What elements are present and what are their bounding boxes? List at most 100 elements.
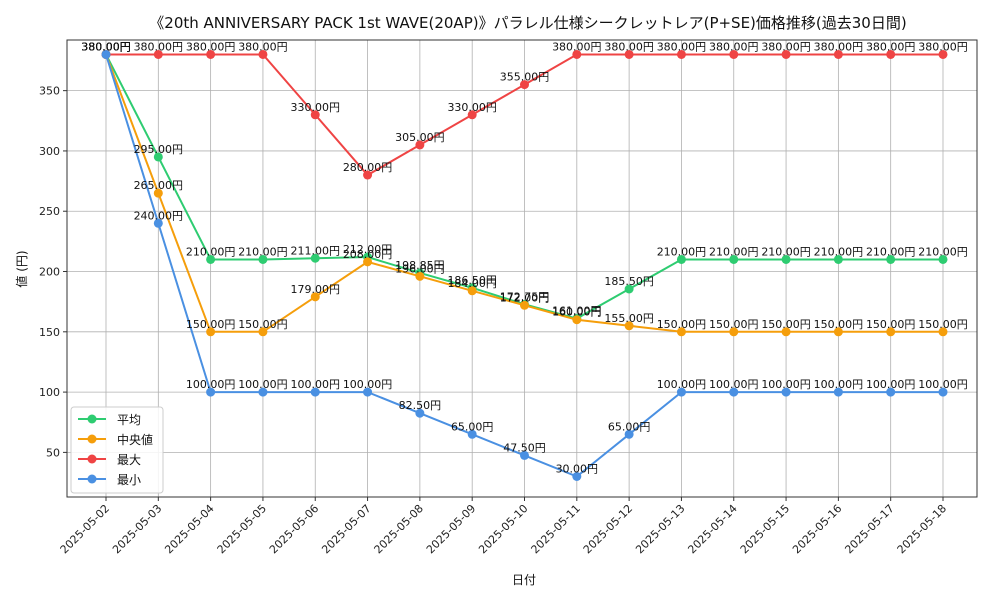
data-point — [938, 49, 948, 59]
data-point — [624, 284, 634, 294]
y-tick-label: 50 — [46, 446, 60, 459]
x-tick-label: 2025-05-16 — [790, 502, 844, 556]
data-point — [258, 387, 268, 397]
data-label: 380.00円 — [761, 40, 811, 53]
data-point — [258, 254, 268, 264]
data-label: 380.00円 — [866, 40, 916, 53]
data-label: 100.00円 — [343, 378, 393, 391]
data-point — [363, 387, 373, 397]
data-label: 172.75円 — [500, 290, 550, 303]
legend-label: 最大 — [117, 453, 141, 467]
data-label: 210.00円 — [866, 245, 916, 258]
legend-marker — [87, 474, 97, 484]
data-label: 160.00円 — [552, 306, 602, 319]
data-point — [206, 254, 216, 264]
data-point — [363, 257, 373, 267]
data-point — [363, 170, 373, 180]
grid-layer — [67, 40, 977, 497]
data-point — [258, 49, 268, 59]
legend-label: 平均 — [117, 413, 141, 427]
data-point — [310, 292, 320, 302]
data-label: 210.00円 — [761, 245, 811, 258]
data-point — [153, 218, 163, 228]
data-point — [676, 49, 686, 59]
x-tick-label: 2025-05-15 — [738, 502, 792, 556]
data-label: 100.00円 — [238, 378, 288, 391]
data-label: 212.00円 — [343, 243, 393, 256]
data-label: 186.50円 — [447, 274, 497, 287]
data-point — [624, 321, 634, 331]
data-point — [886, 327, 896, 337]
data-label: 210.00円 — [814, 245, 864, 258]
data-point — [467, 286, 477, 296]
data-label: 100.00円 — [709, 378, 759, 391]
data-point — [676, 254, 686, 264]
data-label: 380.00円 — [552, 40, 602, 53]
y-tick-label: 200 — [39, 266, 60, 279]
data-point — [729, 49, 739, 59]
data-label: 100.00円 — [814, 378, 864, 391]
data-label: 380.00円 — [814, 40, 864, 53]
data-point — [310, 387, 320, 397]
data-label: 380.00円 — [81, 40, 131, 53]
y-tick-label: 150 — [39, 326, 60, 339]
y-tick-label: 300 — [39, 145, 60, 158]
data-label: 100.00円 — [291, 378, 341, 391]
data-label: 65.00円 — [608, 420, 651, 433]
data-label: 265.00円 — [134, 179, 184, 192]
data-label: 295.00円 — [134, 143, 184, 156]
data-label: 210.00円 — [186, 245, 236, 258]
data-point — [258, 327, 268, 337]
data-label: 240.00円 — [134, 209, 184, 222]
data-point — [467, 429, 477, 439]
x-tick-label: 2025-05-06 — [267, 502, 321, 556]
data-label: 30.00円 — [556, 463, 599, 476]
data-label: 65.00円 — [451, 420, 494, 433]
data-point — [415, 408, 425, 418]
data-label: 210.00円 — [709, 245, 759, 258]
data-label: 380.00円 — [238, 40, 288, 53]
data-label: 161.00円 — [552, 305, 602, 318]
y-tick-label: 100 — [39, 386, 60, 399]
data-label: 380.00円 — [918, 40, 968, 53]
data-label: 150.00円 — [186, 318, 236, 331]
data-label: 155.00円 — [604, 312, 654, 325]
data-point — [729, 254, 739, 264]
data-point — [886, 254, 896, 264]
data-label: 211.00円 — [291, 244, 341, 257]
data-label: 280.00円 — [343, 161, 393, 174]
data-point — [624, 49, 634, 59]
data-point — [572, 49, 582, 59]
data-label: 196.00円 — [395, 262, 445, 275]
data-label: 179.00円 — [291, 283, 341, 296]
x-tick-label: 2025-05-14 — [685, 502, 739, 556]
y-tick-label: 250 — [39, 205, 60, 218]
data-point — [833, 327, 843, 337]
data-point — [467, 110, 477, 120]
data-point — [572, 315, 582, 325]
x-tick-label: 2025-05-02 — [58, 502, 112, 556]
data-point — [781, 49, 791, 59]
legend-marker — [87, 454, 97, 464]
data-label: 150.00円 — [238, 318, 288, 331]
data-point — [206, 327, 216, 337]
data-point — [676, 387, 686, 397]
data-label: 150.00円 — [814, 318, 864, 331]
data-label: 100.00円 — [918, 378, 968, 391]
data-point — [153, 49, 163, 59]
data-label: 100.00円 — [866, 378, 916, 391]
x-axis-title: 日付 — [512, 573, 536, 587]
data-point — [415, 140, 425, 150]
data-label: 380.00円 — [81, 40, 131, 53]
data-point — [781, 327, 791, 337]
x-tick-label: 2025-05-13 — [633, 502, 687, 556]
data-label: 355.00円 — [500, 71, 550, 84]
x-tick-label: 2025-05-12 — [581, 502, 635, 556]
data-point — [938, 254, 948, 264]
data-point — [886, 49, 896, 59]
data-point — [833, 387, 843, 397]
plot-frame — [66, 39, 978, 498]
data-label: 150.00円 — [709, 318, 759, 331]
